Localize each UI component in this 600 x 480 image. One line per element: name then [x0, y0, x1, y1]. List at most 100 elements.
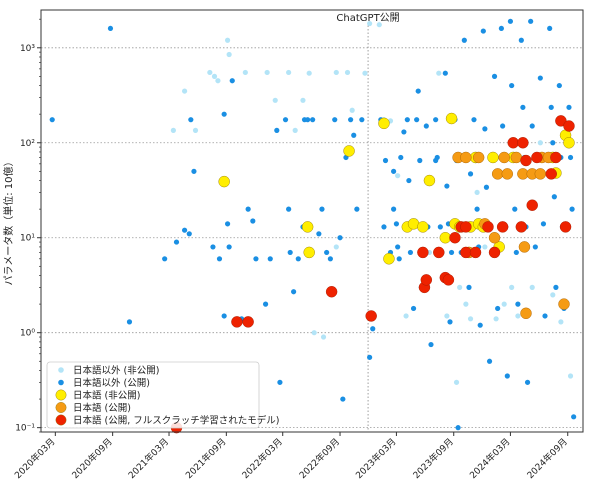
data-point: [229, 78, 235, 84]
data-point: [540, 221, 547, 227]
data-point: [382, 157, 389, 164]
data-point: [393, 221, 400, 227]
data-point: [532, 244, 538, 250]
data-point: [378, 117, 390, 130]
data-point: [555, 115, 567, 127]
data-point: [264, 69, 270, 76]
data-point: [267, 256, 273, 262]
data-point: [447, 319, 453, 325]
data-point: [449, 232, 461, 244]
data-point: [491, 73, 498, 79]
data-point: [487, 151, 499, 164]
data-point: [563, 137, 575, 149]
legend-label-2: 日本語 (非公開): [73, 390, 140, 402]
data-point: [262, 301, 269, 307]
x-tick-label: 2024年09月: [524, 436, 570, 480]
data-point: [417, 157, 423, 164]
x-axis-ticks: 2020年03月 2020年09月 2021年03月 2021年09月 2022年03月…: [12, 432, 570, 480]
data-point: [545, 168, 557, 180]
data-point: [272, 97, 278, 103]
data-point: [316, 231, 322, 237]
data-point: [513, 249, 519, 256]
data-point: [344, 69, 351, 76]
data-point: [534, 168, 547, 180]
data-point: [340, 396, 346, 402]
legend-label-4: 日本語 (公開, フルスクラッチ学習されたモデル): [73, 415, 279, 427]
data-point: [325, 286, 338, 298]
data-point: [332, 117, 338, 123]
data-point: [436, 70, 442, 76]
data-point: [496, 221, 509, 233]
data-point: [460, 221, 472, 233]
x-tick-label: 2024年03月: [467, 436, 513, 480]
data-point: [226, 51, 232, 58]
data-point: [359, 117, 365, 123]
data-point: [362, 70, 368, 76]
data-point: [442, 274, 455, 286]
data-point: [558, 298, 570, 310]
data-point: [224, 37, 231, 43]
data-point: [333, 244, 339, 250]
data-point: [498, 25, 504, 32]
data-point: [442, 70, 448, 76]
data-point: [477, 322, 483, 328]
x-tick-label: 2023年03月: [353, 436, 399, 480]
data-point: [319, 206, 325, 212]
data-point: [303, 246, 315, 259]
data-point: [491, 168, 504, 180]
data-point: [550, 292, 556, 298]
legend-label-1: 日本語以外 (公開): [73, 377, 150, 389]
data-point: [509, 82, 515, 89]
x-tick-label: 2020年09月: [69, 436, 115, 480]
data-point: [221, 111, 227, 117]
x-tick-label: 2021年03月: [126, 436, 172, 480]
data-point: [515, 313, 521, 319]
data-point: [445, 112, 458, 125]
series-2: [218, 112, 575, 265]
data-point: [509, 284, 515, 290]
data-point: [311, 330, 317, 336]
data-point: [556, 82, 562, 89]
data-point: [463, 301, 469, 307]
data-point: [520, 307, 532, 320]
data-point: [469, 246, 482, 259]
data-point: [401, 129, 407, 135]
x-tick-label: 2020年03月: [12, 436, 58, 480]
data-point: [242, 69, 248, 76]
data-point: [192, 127, 199, 133]
data-point: [524, 379, 531, 385]
legend-box: [46, 361, 260, 429]
y-tick-label: 10²: [20, 139, 35, 149]
data-point: [529, 284, 535, 290]
data-point: [126, 319, 133, 325]
data-point: [453, 379, 460, 385]
data-point: [403, 313, 409, 319]
data-point: [395, 244, 401, 250]
data-point: [482, 126, 488, 132]
data-point: [498, 151, 510, 164]
data-point: [474, 206, 480, 212]
data-point: [547, 25, 553, 32]
data-point: [49, 117, 55, 123]
data-point: [391, 206, 397, 212]
data-point: [292, 127, 298, 133]
data-point: [396, 256, 402, 262]
data-point: [327, 256, 333, 262]
plot-frame: [40, 9, 584, 433]
data-point: [218, 175, 230, 188]
data-point: [500, 123, 506, 129]
legend: 日本語以外 (非公開)日本語以外 (公開)日本語 (非公開)日本語 (公開)日本…: [46, 361, 279, 429]
data-point: [286, 206, 292, 212]
data-point: [526, 199, 538, 211]
data-point: [337, 235, 343, 241]
data-point: [282, 117, 289, 123]
data-point: [515, 301, 521, 307]
data-point: [407, 249, 414, 256]
x-tick-label: 2021年09月: [183, 436, 229, 480]
data-point: [512, 206, 518, 212]
data-point: [211, 73, 218, 79]
data-point: [488, 246, 501, 259]
data-point: [287, 249, 293, 256]
data-point: [504, 373, 510, 379]
data-point: [482, 244, 488, 250]
